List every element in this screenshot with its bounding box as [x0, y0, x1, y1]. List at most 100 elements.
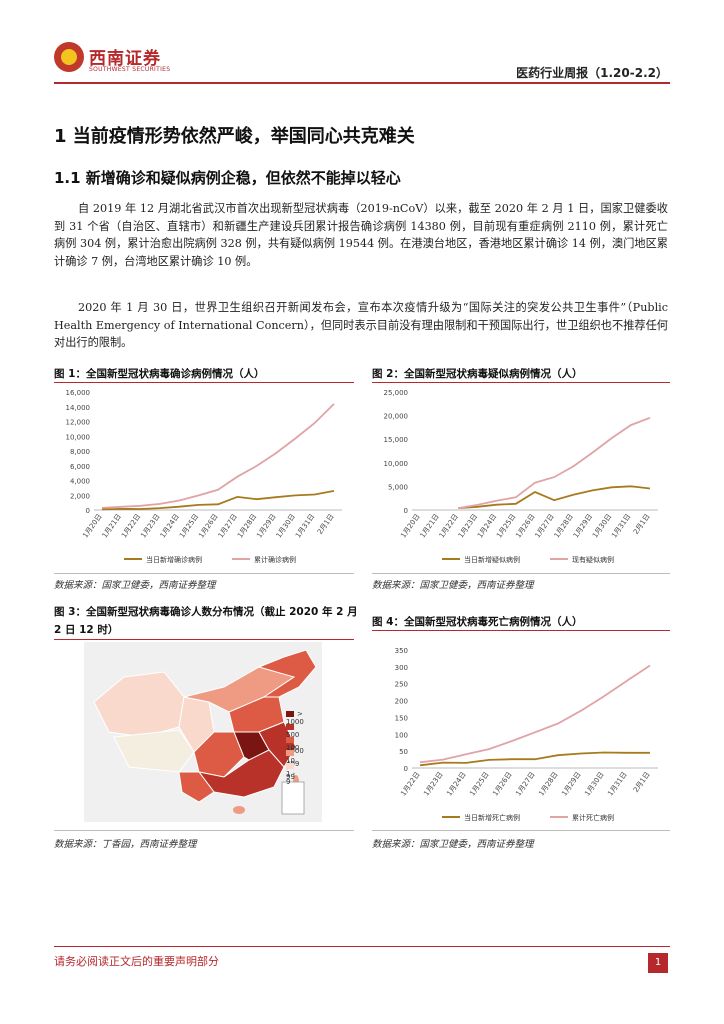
legend-swatch: [286, 763, 294, 769]
map-region-hainan: [233, 806, 245, 814]
series-line: [101, 403, 335, 509]
x-tick-label: 1月26日: [491, 771, 513, 798]
legend-label: 累计死亡病例: [572, 813, 614, 822]
paragraph-2: 2020 年 1 月 30 日，世界卫生组织召开新闻发布会，宣布本次疫情升级为“…: [54, 301, 668, 349]
header-divider: [54, 82, 670, 84]
x-tick-label: 1月24日: [445, 771, 467, 798]
series-line: [458, 485, 651, 509]
legend-label: 现有疑似病例: [572, 555, 614, 564]
legend-swatch: [286, 724, 294, 730]
figure-1-chart: 0 2,000 4,000 6,000 8,000 10,000 12,000 14,000 1…: [66, 389, 342, 564]
legend-label: 10 - 99: [286, 757, 295, 781]
map-region-south: [197, 749, 285, 798]
map-region-xinjiang: [93, 671, 185, 738]
figure-2-rule: [372, 382, 670, 383]
x-tick-label: 1月30日: [583, 771, 605, 798]
figure-3-bottom-rule: [54, 830, 354, 831]
x-tick-label: 1月31日: [294, 513, 316, 540]
legend-label: 500 - 1000: [286, 731, 304, 755]
y-tick-label: 20,000: [384, 413, 409, 421]
china-map-graphic: [93, 649, 317, 815]
y-tick-label: 200: [395, 698, 408, 706]
y-tick-label: 4,000: [70, 478, 90, 486]
south-sea-inset: [281, 781, 305, 815]
legend-label: 当日新增死亡病例: [464, 813, 520, 822]
footer-disclaimer: 请务必阅读正文后的重要声明部分: [54, 955, 219, 968]
map-region-southwest: [178, 771, 215, 803]
figure-3-rule: [54, 639, 354, 640]
figure-4-rule: [372, 630, 670, 631]
x-tick-label: 1月31日: [606, 771, 628, 798]
legend-label: 当日新增疑似病例: [464, 555, 520, 564]
x-tick-label: 1月27日: [514, 771, 536, 798]
y-tick-label: 10,000: [66, 433, 91, 441]
y-tick-label: 250: [395, 681, 408, 689]
page-number: 1: [648, 953, 668, 973]
y-tick-label: 10,000: [384, 460, 409, 468]
section-heading: 1 当前疫情形势依然严峻，举国同心共克难关: [54, 126, 415, 147]
figure-3-source: 数据来源：丁香园，西南证券整理: [54, 839, 197, 850]
series-line: [458, 416, 651, 509]
figure-1-rule: [54, 382, 354, 383]
figure-1-title: 图 1：全国新型冠状病毒确诊病例情况（人）: [54, 368, 265, 380]
y-tick-label: 5,000: [388, 483, 408, 491]
y-tick-label: 6,000: [70, 463, 90, 471]
legend-label: 累计确诊病例: [254, 555, 296, 564]
x-tick-label: 1月25日: [468, 771, 490, 798]
map-legend-item: 1 - 9: [286, 762, 297, 786]
figure-4-bottom-rule: [372, 830, 670, 831]
map-legend-item: > 1000: [286, 710, 304, 726]
y-tick-label: 2,000: [70, 492, 90, 500]
logo-text: 西南证券: [89, 49, 161, 69]
y-tick-label: 100: [395, 731, 408, 739]
map-region-qinghai: [178, 696, 215, 753]
series-line: [419, 751, 650, 767]
map-region-northeast: [257, 649, 317, 698]
figure-1-source: 数据来源：国家卫健委，西南证券整理: [54, 580, 216, 591]
map-legend-item: 500 - 1000: [286, 723, 304, 755]
figure-2-chart: 05,00010,00015,00020,00025,0001月20日1月21日…: [384, 389, 658, 564]
y-tick-label: 0: [86, 507, 90, 515]
legend-label: 当日新增确诊病例: [146, 555, 202, 564]
y-tick-label: 0: [404, 765, 408, 773]
figure-3-title-line2: 2 日 12 时）: [54, 624, 119, 636]
legend-label: 1 - 9: [286, 770, 296, 786]
figure-4-title: 图 4：全国新型冠状病毒死亡病例情况（人）: [372, 616, 583, 628]
legend-swatch: [286, 750, 294, 756]
figure-2-source: 数据来源：国家卫健委，西南证券整理: [372, 580, 534, 591]
report-title: 医药行业周报（1.20-2.2）: [516, 66, 668, 80]
map-legend-item: 10 - 99: [286, 749, 297, 781]
series-line: [419, 664, 651, 764]
figure-2-title: 图 2：全国新型冠状病毒疑似病例情况（人）: [372, 368, 583, 380]
x-tick-label: 1月31日: [610, 513, 632, 540]
figure-2-bottom-rule: [372, 573, 670, 574]
x-tick-label: 1月28日: [537, 771, 559, 798]
china-map: [84, 642, 322, 822]
figure-3-title-line1: 图 3：全国新型冠状病毒确诊人数分布情况（截止 2020 年 2 月: [54, 606, 358, 618]
paragraph-1: 自 2019 年 12 月湖北省武汉市首次出现新型冠状病毒（2019-nCoV）…: [54, 202, 668, 268]
logo-subtext: SOUTHWEST SECURITIES: [89, 66, 171, 73]
y-tick-label: 8,000: [70, 448, 90, 456]
y-tick-label: 16,000: [66, 389, 91, 397]
y-tick-label: 50: [399, 748, 408, 756]
figure-4-chart: 0 50 100 150 200 250 300 350 1月22日 1月23日 1月24日 1月25…: [395, 647, 658, 822]
x-tick-label: 1月23日: [422, 771, 444, 798]
y-tick-label: 300: [395, 664, 408, 672]
footer-divider: [54, 946, 670, 947]
figure-4-source: 数据来源：国家卫健委，西南证券整理: [372, 839, 534, 850]
y-tick-label: 12,000: [66, 419, 91, 427]
y-tick-label: 0: [404, 507, 408, 515]
y-tick-label: 25,000: [384, 389, 409, 397]
logo-icon: [54, 42, 84, 72]
x-tick-label: 2月1日: [632, 513, 652, 536]
y-tick-label: 150: [395, 714, 408, 722]
legend-swatch: [286, 711, 294, 717]
y-tick-label: 350: [395, 647, 408, 655]
y-tick-label: 15,000: [384, 436, 409, 444]
legend-swatch: [286, 737, 294, 743]
legend-label: > 1000: [286, 710, 304, 726]
map-region-tibet: [113, 729, 195, 773]
series-line: [101, 490, 335, 511]
x-tick-label: 1月29日: [560, 771, 582, 798]
figure-1-bottom-rule: [54, 573, 354, 574]
